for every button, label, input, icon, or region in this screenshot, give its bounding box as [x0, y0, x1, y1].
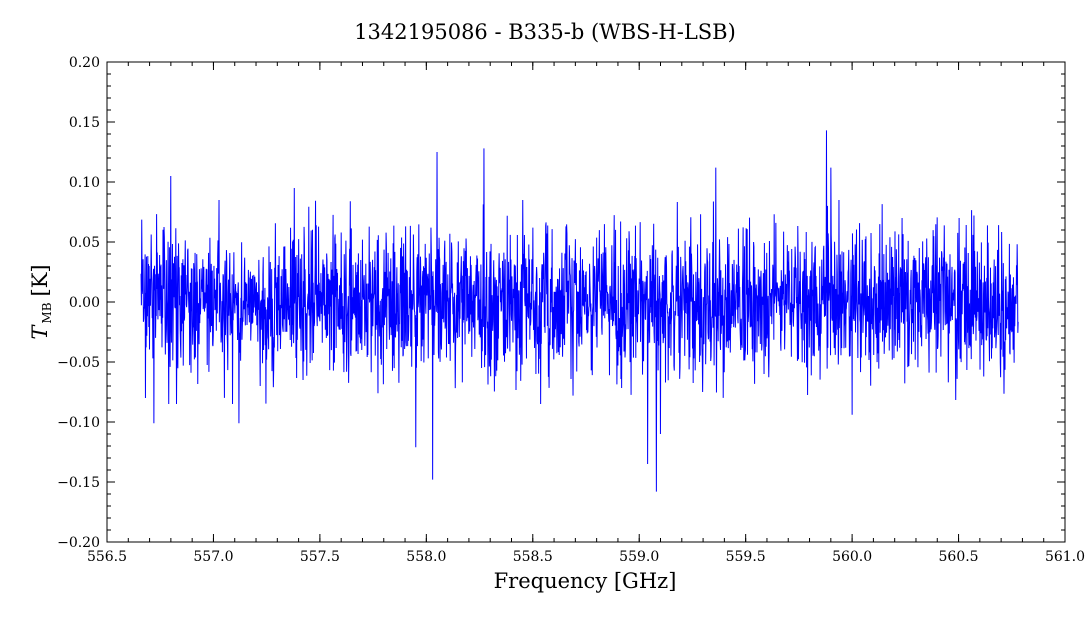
y-axis: −0.20 −0.15 −0.10 −0.05 0.00 0.05 0.10 0.15 0.20: [57, 55, 1065, 551]
y-tick-label: −0.10: [57, 415, 100, 431]
x-tick-label: 561.0: [1045, 549, 1085, 565]
y-tick-label: 0.05: [69, 235, 100, 251]
plot-area: [106, 61, 1066, 543]
x-axis-label: Frequency [GHz]: [494, 569, 677, 593]
y-axis-label-sub: MB: [40, 302, 54, 323]
x-tick-label: 558.5: [513, 549, 553, 565]
x-tick-label: 560.0: [832, 549, 872, 565]
x-axis: 556.5 557.0 557.5 558.0 558.5 559.0 559.5 560.0…: [87, 62, 1085, 565]
x-tick-label: 559.5: [726, 549, 766, 565]
y-tick-label: 0.20: [69, 55, 100, 71]
x-tick-label: 558.0: [406, 549, 446, 565]
chart-title: 1342195086 - B335-b (WBS-H-LSB): [354, 20, 736, 44]
svg-text:TMB[K]: TMB [K]: [28, 264, 54, 339]
x-tick-label: 556.5: [87, 549, 127, 565]
y-tick-label: −0.05: [57, 355, 100, 371]
y-tick-label: 0.00: [69, 295, 100, 311]
x-tick-label: 559.0: [619, 549, 659, 565]
spectrum-series-line: [140, 130, 1019, 492]
y-tick-label: −0.20: [57, 535, 100, 551]
y-axis-label-unit: [K]: [28, 264, 52, 296]
x-tick-label: 560.5: [939, 549, 979, 565]
x-tick-label: 557.5: [300, 549, 340, 565]
y-tick-label: 0.10: [69, 175, 100, 191]
x-tick-label: 557.0: [193, 549, 233, 565]
y-tick-label: −0.15: [57, 475, 100, 491]
y-tick-label: 0.15: [69, 115, 100, 131]
y-axis-label: TMB [K]: [28, 264, 54, 339]
y-axis-label-main: T: [28, 324, 52, 340]
